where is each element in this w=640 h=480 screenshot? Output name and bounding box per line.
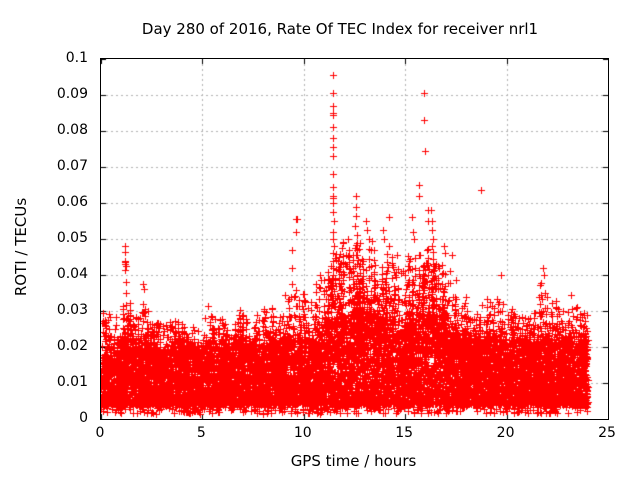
y-tick-label: 0.01	[56, 374, 88, 390]
chart-title: Day 280 of 2016, Rate Of TEC Index for r…	[141, 20, 539, 38]
plot-area	[100, 58, 609, 420]
x-tick-label: 5	[196, 425, 206, 441]
y-tick-label: 0.07	[56, 158, 88, 174]
y-tick-label: 0.02	[56, 338, 88, 354]
y-tick-label: 0.06	[56, 194, 88, 210]
x-tick-label: 15	[395, 425, 414, 441]
y-tick-label: 0	[79, 410, 88, 426]
x-tick-label: 20	[496, 425, 515, 441]
y-tick-label: 0.09	[56, 86, 88, 102]
y-tick-label: 0.1	[65, 50, 88, 66]
x-axis-label: GPS time / hours	[290, 452, 417, 470]
y-tick-label: 0.04	[56, 266, 88, 282]
x-tick-label: 25	[598, 425, 616, 441]
y-tick-label: 0.03	[56, 302, 88, 318]
x-tick-label: 0	[95, 425, 105, 441]
scatter-canvas	[101, 59, 608, 419]
y-tick-label: 0.08	[56, 122, 88, 138]
x-tick-label: 10	[293, 425, 312, 441]
y-tick-label: 0.05	[56, 230, 88, 246]
